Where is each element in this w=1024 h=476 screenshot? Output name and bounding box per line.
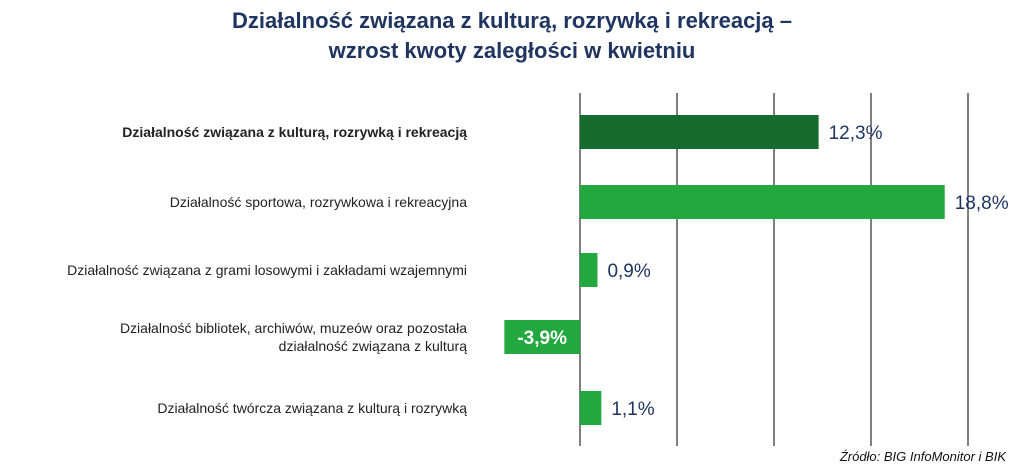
- value-label-3: -3,9%: [517, 328, 567, 349]
- bar-1: [580, 185, 945, 219]
- value-label-2: 0,9%: [607, 261, 650, 282]
- chart-title-line-1: Działalność związana z kulturą, rozrywką…: [231, 8, 793, 33]
- bar-0: [580, 115, 819, 149]
- category-label-4: Działalność twórcza związana z kulturą i…: [157, 400, 467, 416]
- bar-2: [580, 253, 598, 287]
- category-label-3-line-0: Działalność bibliotek, archiwów, muzeów …: [120, 320, 467, 336]
- bar-4: [580, 391, 602, 425]
- value-label-0: 12,3%: [829, 123, 883, 144]
- value-label-4: 1,1%: [611, 399, 654, 420]
- bar-3: [504, 320, 580, 354]
- category-label-3-line-1: działalność związana z kulturą: [279, 338, 468, 354]
- category-label-2: Działalność związana z grami losowymi i …: [67, 262, 467, 278]
- category-label-0: Działalność związana z kulturą, rozrywką…: [122, 124, 467, 140]
- category-label-1: Działalność sportowa, rozrywkowa i rekre…: [170, 194, 467, 210]
- chart-title-line-2: wzrost kwoty zaległości w kwietniu: [328, 38, 696, 63]
- value-label-1: 18,8%: [955, 193, 1009, 214]
- source-note: Źródło: BIG InfoMonitor i BIK: [839, 449, 1006, 464]
